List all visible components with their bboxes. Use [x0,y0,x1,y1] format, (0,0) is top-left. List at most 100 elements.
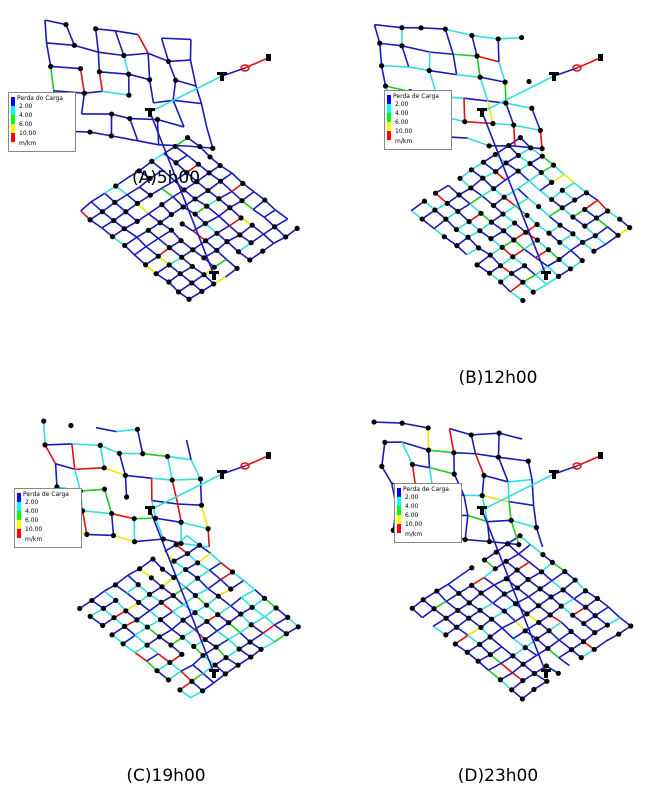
junction [167,659,173,666]
junction [492,151,498,158]
pipe [176,503,182,523]
junction [178,238,184,244]
junction [180,617,186,623]
pipe [505,102,515,126]
pipe [449,427,472,436]
junction [466,219,472,225]
pipe [86,533,114,537]
junction [582,223,588,229]
junction [84,531,90,537]
pipe [532,505,538,528]
pipe [151,500,157,519]
pipe [149,75,223,113]
pipe [147,53,151,80]
junction [150,556,156,562]
junction [567,266,574,272]
junction [177,687,183,693]
junction [528,145,534,151]
pipe [427,450,431,468]
pipe [199,479,203,506]
pipe [102,90,130,96]
junction [518,34,525,41]
junction [195,560,201,566]
pipe [202,672,215,684]
pipe [98,51,124,57]
junction [247,639,253,645]
tank-icon [549,470,559,479]
legend-swatch [17,493,21,502]
pipe [463,495,469,516]
pipe [142,452,168,458]
junction [211,264,217,270]
junction [226,620,232,626]
junction [477,607,483,613]
pipe [115,29,139,36]
junction [515,168,521,174]
junction [479,492,485,499]
junction [123,209,129,215]
pipe [97,52,101,72]
junction [202,636,208,643]
junction [539,569,545,575]
pipe [167,61,177,81]
legend-unit: m/km [395,138,413,145]
junction [522,645,528,651]
junction [465,234,471,240]
junction [481,472,487,479]
junction [189,263,196,270]
junction [97,442,103,448]
junction [212,662,218,668]
junction [131,539,138,545]
pipe [534,274,548,285]
pipe [531,107,542,131]
pipe [501,620,516,629]
junction [466,600,472,606]
junction [501,591,508,597]
pipe [531,479,535,506]
junction [191,643,197,649]
junction [604,622,611,628]
junction [146,591,153,597]
junction [142,262,149,268]
pipe [46,42,75,47]
junction [478,590,484,596]
junction [175,289,182,295]
junction [536,619,542,626]
junction [148,575,154,581]
junction [157,617,164,623]
pipe [153,99,174,104]
junction [204,203,210,209]
pipe [498,61,506,83]
pipe [464,515,469,540]
junction [294,225,300,231]
legend-swatch [397,488,401,497]
pipe [168,59,191,63]
junction [234,265,240,271]
junction [499,244,505,250]
pipe [136,236,147,248]
network-map [373,23,633,304]
junction [189,280,195,286]
junction [539,153,545,159]
junction [260,248,266,254]
pipe [138,160,153,172]
junction [201,272,207,278]
junction [87,129,93,135]
junction [214,247,220,253]
junction [540,552,546,558]
junction [127,115,133,122]
junction [534,636,540,642]
pipe [155,517,182,524]
pipe [160,187,174,198]
legend-label: 2.00 [19,103,33,110]
junction [548,594,554,600]
pipe [452,54,458,75]
junction [419,216,425,222]
junction [169,477,175,483]
junction [184,551,191,557]
pipe [421,209,436,220]
junction [99,209,105,215]
junction [160,536,166,542]
pipe [217,605,232,616]
junction [154,668,160,674]
